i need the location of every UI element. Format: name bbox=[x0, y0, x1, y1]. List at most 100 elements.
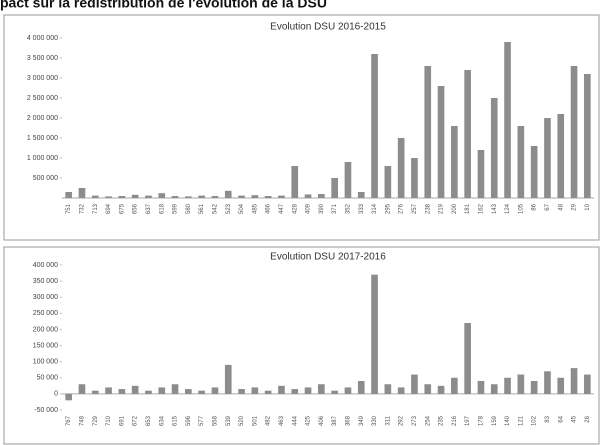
bar bbox=[304, 387, 312, 394]
bar bbox=[464, 70, 471, 198]
bar bbox=[278, 385, 285, 394]
bar bbox=[278, 195, 285, 198]
x-tick-label: 67 bbox=[545, 203, 551, 210]
bar bbox=[437, 86, 445, 198]
x-tick-label: 615 bbox=[173, 415, 179, 426]
bar bbox=[78, 188, 86, 198]
bar bbox=[251, 195, 259, 198]
x-tick-label: 653 bbox=[146, 415, 152, 426]
bar bbox=[118, 196, 126, 198]
x-tick-label: 406 bbox=[319, 415, 325, 426]
bar bbox=[344, 387, 352, 394]
y-tick-label: 50 000 bbox=[37, 375, 59, 382]
bar bbox=[490, 98, 498, 198]
x-tick-label: 121 bbox=[518, 415, 524, 426]
x-tick-label: 45 bbox=[572, 415, 578, 422]
x-tick-label: 675 bbox=[119, 203, 125, 214]
bar bbox=[557, 377, 565, 394]
x-tick-label: 238 bbox=[425, 203, 431, 214]
bar bbox=[437, 385, 445, 394]
x-tick-label: 466 bbox=[266, 203, 272, 214]
y-tick-label: 0 bbox=[54, 391, 58, 398]
bar bbox=[517, 374, 525, 394]
bar bbox=[504, 377, 511, 394]
bar bbox=[397, 387, 405, 394]
x-tick-label: 349 bbox=[359, 415, 365, 426]
x-tick-label: 767 bbox=[66, 415, 72, 426]
bar bbox=[584, 74, 591, 198]
x-tick-label: 330 bbox=[372, 415, 378, 426]
x-tick-label: 219 bbox=[439, 203, 445, 214]
bar bbox=[371, 54, 378, 198]
x-tick-label: 520 bbox=[239, 415, 245, 426]
bar bbox=[544, 371, 551, 394]
bar bbox=[464, 323, 471, 394]
y-tick-label: -50 000 bbox=[34, 407, 58, 414]
bar bbox=[411, 158, 418, 198]
y-tick-label: 500 000 bbox=[33, 175, 58, 182]
x-tick-label: 691 bbox=[119, 415, 125, 426]
x-tick-label: 558 bbox=[213, 415, 219, 426]
y-tick-label: 100 000 bbox=[33, 359, 58, 366]
x-tick-label: 124 bbox=[505, 203, 511, 214]
x-tick-label: 257 bbox=[412, 203, 418, 214]
y-tick-label: 2 500 000 bbox=[27, 95, 58, 102]
x-tick-label: 523 bbox=[226, 203, 232, 214]
bar bbox=[105, 196, 112, 198]
bar bbox=[198, 195, 205, 198]
bar bbox=[264, 390, 272, 394]
x-tick-label: 748 bbox=[80, 415, 86, 426]
x-tick-label: 102 bbox=[532, 415, 538, 426]
x-tick-label: 26 bbox=[585, 415, 591, 422]
x-tick-label: 710 bbox=[106, 415, 112, 426]
x-tick-label: 181 bbox=[465, 203, 471, 214]
chart-title: Evolution DSU 2017-2016 bbox=[270, 252, 386, 263]
y-tick-label: 200 000 bbox=[33, 326, 58, 333]
x-tick-label: 29 bbox=[572, 203, 578, 210]
bar bbox=[424, 384, 432, 394]
bar bbox=[331, 178, 338, 198]
x-tick-label: 713 bbox=[93, 203, 99, 214]
bar bbox=[211, 196, 219, 198]
chart-frame bbox=[3, 246, 600, 445]
y-tick-label: 1 000 000 bbox=[27, 155, 58, 162]
x-tick-label: 254 bbox=[425, 415, 431, 426]
bar bbox=[131, 385, 139, 394]
bar bbox=[451, 377, 458, 394]
x-tick-label: 140 bbox=[505, 415, 511, 426]
bar bbox=[91, 390, 99, 394]
x-tick-label: 599 bbox=[173, 203, 179, 214]
x-tick-label: 352 bbox=[346, 203, 352, 214]
y-tick-label: 300 000 bbox=[33, 294, 58, 301]
bar bbox=[291, 389, 299, 394]
bar bbox=[477, 150, 485, 198]
x-tick-label: 311 bbox=[385, 415, 391, 425]
bar bbox=[224, 190, 232, 198]
bar bbox=[451, 126, 458, 198]
y-tick-label: 1 500 000 bbox=[27, 135, 58, 142]
y-tick-label: 4 000 000 bbox=[27, 35, 58, 42]
x-tick-label: 580 bbox=[186, 203, 192, 214]
bar bbox=[251, 387, 259, 394]
bar bbox=[357, 192, 365, 198]
x-tick-label: 10 bbox=[585, 203, 591, 210]
x-tick-label: 276 bbox=[399, 203, 405, 214]
bar bbox=[238, 389, 245, 394]
chart-title: Evolution DSU 2016-2015 bbox=[270, 22, 386, 33]
bar bbox=[171, 196, 179, 198]
y-tick-label: 150 000 bbox=[33, 342, 58, 349]
y-tick-label: 400 000 bbox=[33, 262, 58, 269]
x-tick-label: 482 bbox=[266, 415, 272, 426]
bar bbox=[105, 387, 112, 394]
bar bbox=[185, 196, 192, 198]
bar bbox=[304, 194, 312, 198]
x-tick-label: 485 bbox=[252, 203, 258, 214]
x-tick-label: 83 bbox=[545, 415, 551, 422]
bar bbox=[145, 195, 152, 198]
bar bbox=[118, 389, 126, 394]
bar bbox=[570, 66, 578, 198]
bar bbox=[131, 194, 139, 198]
x-tick-label: 751 bbox=[66, 203, 72, 214]
bar bbox=[584, 374, 591, 394]
